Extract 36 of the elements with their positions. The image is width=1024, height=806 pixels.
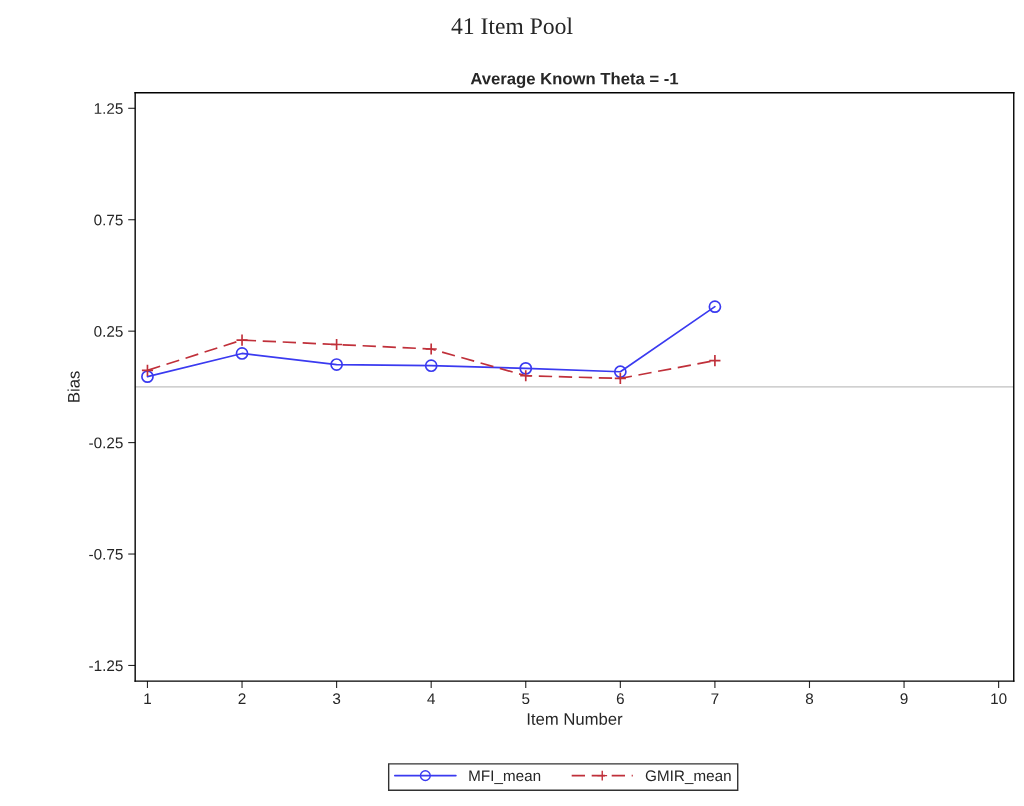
x-axis-title: Item Number xyxy=(527,712,623,725)
y-axis-title: Bias xyxy=(67,371,80,402)
x-tick-label: 3 xyxy=(332,693,341,705)
point xyxy=(613,372,627,385)
x-tick-label: 10 xyxy=(991,693,1007,705)
point xyxy=(141,370,154,384)
x-tick-label: 7 xyxy=(711,693,719,704)
point xyxy=(519,361,533,375)
y-tick-label: -0.75 xyxy=(89,548,123,560)
x-tick-label: 4 xyxy=(427,693,435,704)
point xyxy=(235,333,249,347)
x-tick-label: 8 xyxy=(805,693,814,705)
x-tick-label: 5 xyxy=(522,693,530,705)
x-tick-label: 6 xyxy=(616,693,624,705)
point xyxy=(519,369,533,383)
point xyxy=(424,359,438,373)
x-tick-label: 1 xyxy=(144,693,151,704)
y-tick-label: 0.25 xyxy=(94,326,123,337)
chart-subtitle: Average Known Theta = -1 xyxy=(470,72,679,88)
x-tick-label: 2 xyxy=(238,693,246,704)
point xyxy=(613,365,627,379)
legend-label: MFI_mean xyxy=(469,770,541,785)
point xyxy=(330,338,344,351)
x-tick-label: 9 xyxy=(900,693,908,705)
chart-title: 41 Item Pool xyxy=(451,17,573,35)
y-tick-label: -0.25 xyxy=(89,437,123,449)
y-tick-label: 0.75 xyxy=(94,214,123,226)
point xyxy=(235,347,249,360)
point xyxy=(424,342,438,356)
legend-label: GMIR_mean xyxy=(645,770,731,785)
y-tick-label: -1.25 xyxy=(89,660,123,672)
point xyxy=(708,300,722,314)
point xyxy=(141,363,154,377)
point xyxy=(708,354,722,367)
point xyxy=(330,358,344,371)
y-tick-label: 1.25 xyxy=(94,103,123,114)
